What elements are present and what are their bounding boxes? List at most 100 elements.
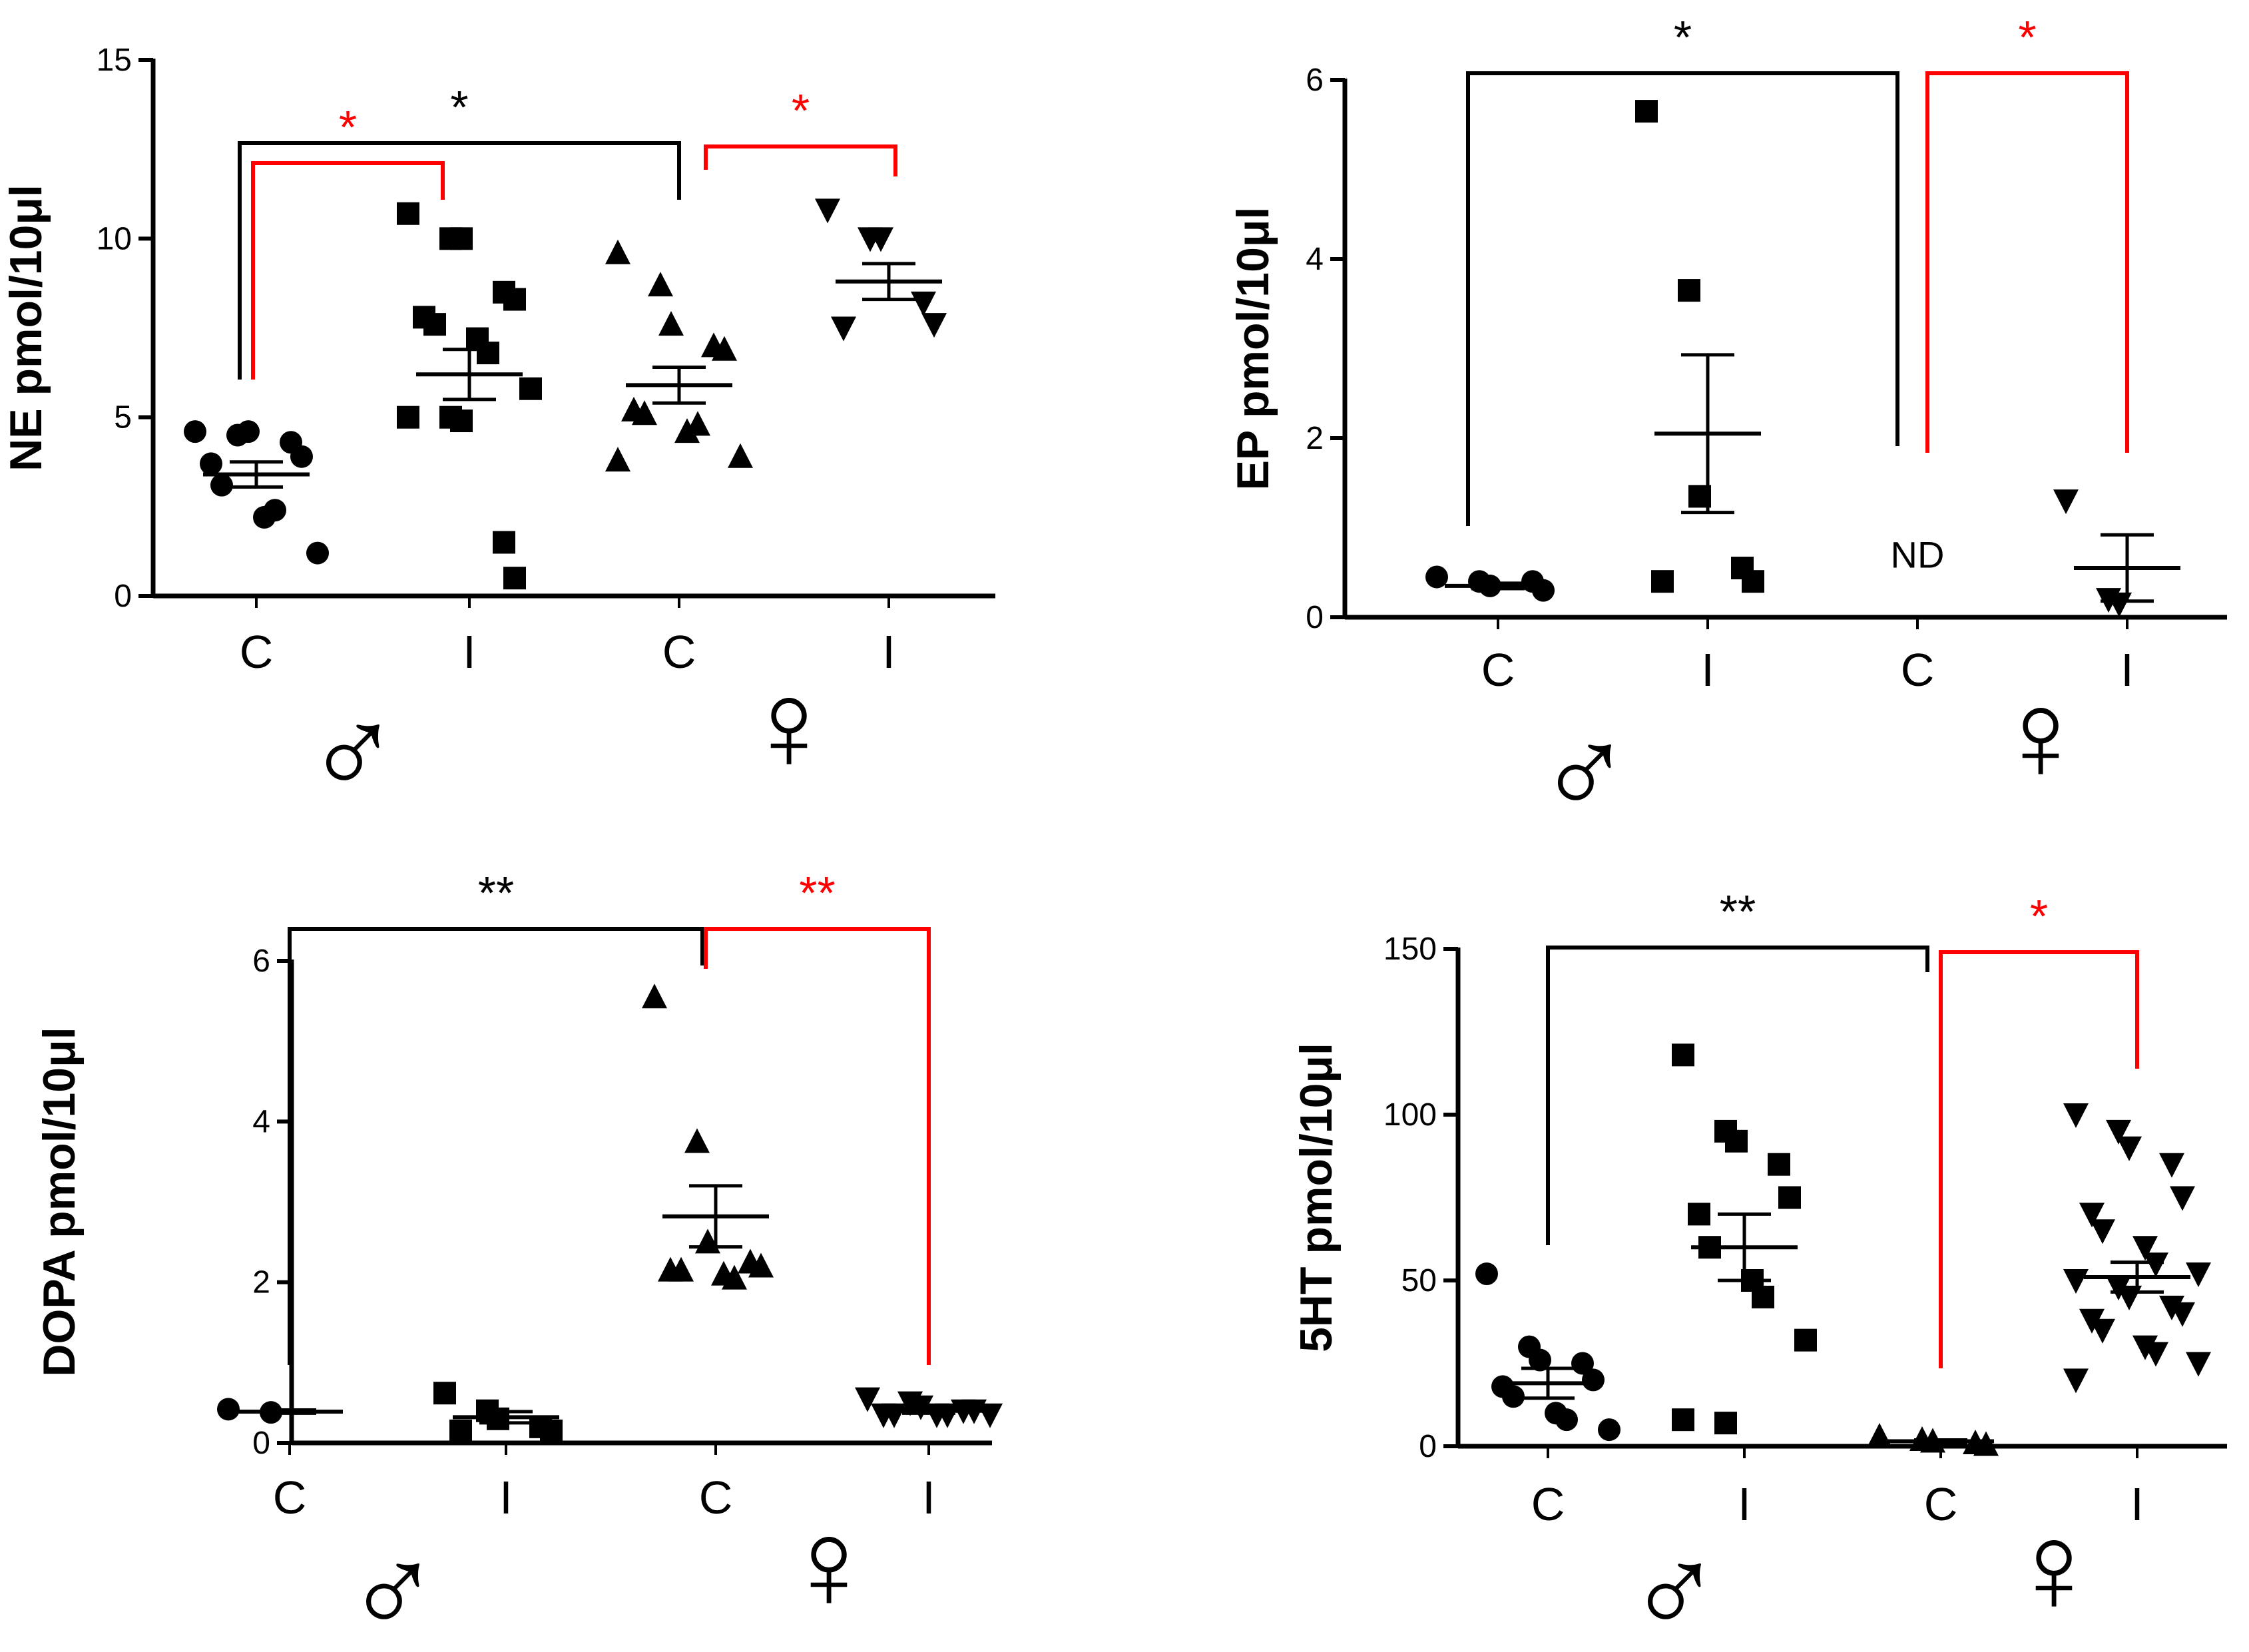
- panel3-data-point: [433, 1382, 456, 1405]
- panel4-category-label: I: [1738, 1478, 1750, 1530]
- panel2-y-tick-label: 4: [1306, 242, 1324, 277]
- panel3-data-point: [722, 1264, 747, 1290]
- panel1-data-point: [728, 443, 753, 468]
- panel1-data-point: [911, 291, 936, 316]
- panel2-data-point: [1742, 570, 1764, 593]
- panel1-category-label: C: [662, 626, 696, 678]
- panel1-data-point: [605, 239, 630, 264]
- panel4-data-point: [1555, 1408, 1578, 1432]
- panel1-data-point: [397, 406, 419, 429]
- panel4-data-point: [2079, 1203, 2105, 1228]
- panel3-male-symbol: ♂: [346, 1521, 441, 1652]
- panel4-data-point: [2090, 1318, 2115, 1344]
- panel4-y-tick-label: 50: [1401, 1263, 1437, 1298]
- panel3-data-point: [684, 1128, 710, 1153]
- panel1-data-point: [868, 227, 893, 252]
- panel4-significance-label: **: [1720, 886, 1756, 938]
- panel4-data-point: [2063, 1269, 2089, 1294]
- panel1-data-point: [632, 400, 657, 425]
- panel3-y-axis-label: DOPA pmol/10μl: [34, 1027, 85, 1376]
- panel1-data-point: [210, 473, 233, 497]
- panel3-data-point: [642, 983, 667, 1009]
- panel1-data-point: [712, 336, 737, 361]
- panel4-data-point: [2186, 1352, 2211, 1377]
- panel1-significance-bracket: [238, 141, 681, 380]
- panel1-significance-bracket: [251, 161, 445, 380]
- panel2-data-point: [1635, 100, 1658, 123]
- panel2-category-label: C: [1481, 644, 1515, 696]
- panel1-data-point: [397, 202, 419, 225]
- panel1-female-symbol: ♀: [742, 655, 837, 796]
- panel3-data-point: [668, 1256, 694, 1282]
- panel2-data-point: [1678, 279, 1700, 302]
- panel2-category-label: C: [1901, 644, 1935, 696]
- panel2-y-axis-label: EP pmol/10μl: [1228, 207, 1278, 491]
- panel4-data-point: [1768, 1153, 1790, 1176]
- panel4-y-tick-label: 100: [1383, 1097, 1437, 1133]
- panel1-data-point: [648, 272, 673, 297]
- panel1-data-point: [423, 313, 446, 336]
- panel4-data-point: [1867, 1423, 1892, 1448]
- panel4-data-point: [1688, 1203, 1710, 1226]
- panel3-data-point: [855, 1387, 880, 1412]
- panel3-y-tick-label: 6: [252, 944, 270, 979]
- panel1-data-point: [831, 316, 856, 342]
- panel3-data-point: [217, 1398, 240, 1421]
- panel4-data-point: [1973, 1431, 1999, 1456]
- panel1-significance-label: *: [450, 81, 468, 133]
- panel1-data-point: [605, 447, 630, 472]
- panel4-data-point: [2143, 1342, 2168, 1367]
- panel4-data-point: [1794, 1328, 1817, 1352]
- panel1-y-axis-label: NE pmol/10μl: [1, 184, 51, 471]
- panel1-data-point: [184, 420, 206, 443]
- panel4-data-point: [2090, 1219, 2115, 1244]
- panel3-significance-bracket: [288, 927, 704, 1365]
- panel4-data-point: [1529, 1348, 1551, 1372]
- panel1-y-tick-label: 5: [114, 400, 132, 435]
- panel2-y-tick-label: 0: [1306, 600, 1324, 635]
- panel4-data-point: [1752, 1285, 1774, 1308]
- panel1-data-point: [519, 377, 542, 400]
- panel3-y-tick-label: 0: [252, 1426, 270, 1461]
- panel1-data-point: [290, 445, 313, 468]
- panel2-data-point: [1651, 570, 1674, 593]
- panel1-data-point: [815, 198, 840, 224]
- panel2-y-tick-label: 6: [1306, 63, 1324, 98]
- panel1-data-point: [450, 227, 473, 250]
- panel4-data-point: [1725, 1129, 1748, 1153]
- panel4-data-point: [2170, 1302, 2195, 1327]
- panel4-data-point: [1598, 1418, 1621, 1442]
- panel2-significance-label: *: [2018, 11, 2036, 63]
- panel1-data-point: [200, 452, 222, 475]
- panel1-category-label: C: [240, 626, 274, 678]
- panel1-category-label: I: [463, 626, 475, 678]
- panel2-category-label: I: [2121, 644, 2133, 696]
- panel4-data-point: [1571, 1352, 1594, 1375]
- panel1-data-point: [264, 499, 286, 522]
- panel2-female-symbol: ♀: [1993, 665, 2089, 806]
- panel1-data-point: [674, 418, 700, 443]
- panel4-data-point: [2170, 1186, 2195, 1211]
- panel4-significance-label: *: [2030, 890, 2048, 942]
- panel4-y-axis-label: 5HT pmol/10μl: [1291, 1043, 1342, 1352]
- panel4-data-point: [2159, 1295, 2184, 1320]
- panel4-data-point: [1475, 1262, 1498, 1286]
- panel4-data-point: [2186, 1262, 2211, 1288]
- panel1-category-label: I: [882, 626, 895, 678]
- panel1-data-point: [237, 420, 260, 443]
- panel3-female-symbol: ♀: [782, 1494, 877, 1635]
- panel1-data-point: [685, 411, 710, 436]
- panel4-significance-bracket: [1939, 950, 2139, 1368]
- panel4-data-point: [2143, 1252, 2168, 1278]
- panel1-y-tick-label: 10: [97, 221, 132, 256]
- panel4-y-tick-label: 150: [1383, 932, 1437, 967]
- panel3-data-point: [748, 1252, 774, 1278]
- panel3-category-label: C: [699, 1472, 733, 1523]
- panel2-annotation: ND: [1891, 534, 1945, 576]
- panel1-data-point: [306, 541, 329, 565]
- panel1-male-symbol: ♂: [306, 682, 401, 823]
- panel4-y-tick-label: 0: [1419, 1429, 1437, 1464]
- panel3-y-tick-label: 4: [252, 1104, 270, 1139]
- panel1-y-tick-label: 0: [114, 579, 132, 614]
- panel1-significance-label: *: [792, 85, 810, 137]
